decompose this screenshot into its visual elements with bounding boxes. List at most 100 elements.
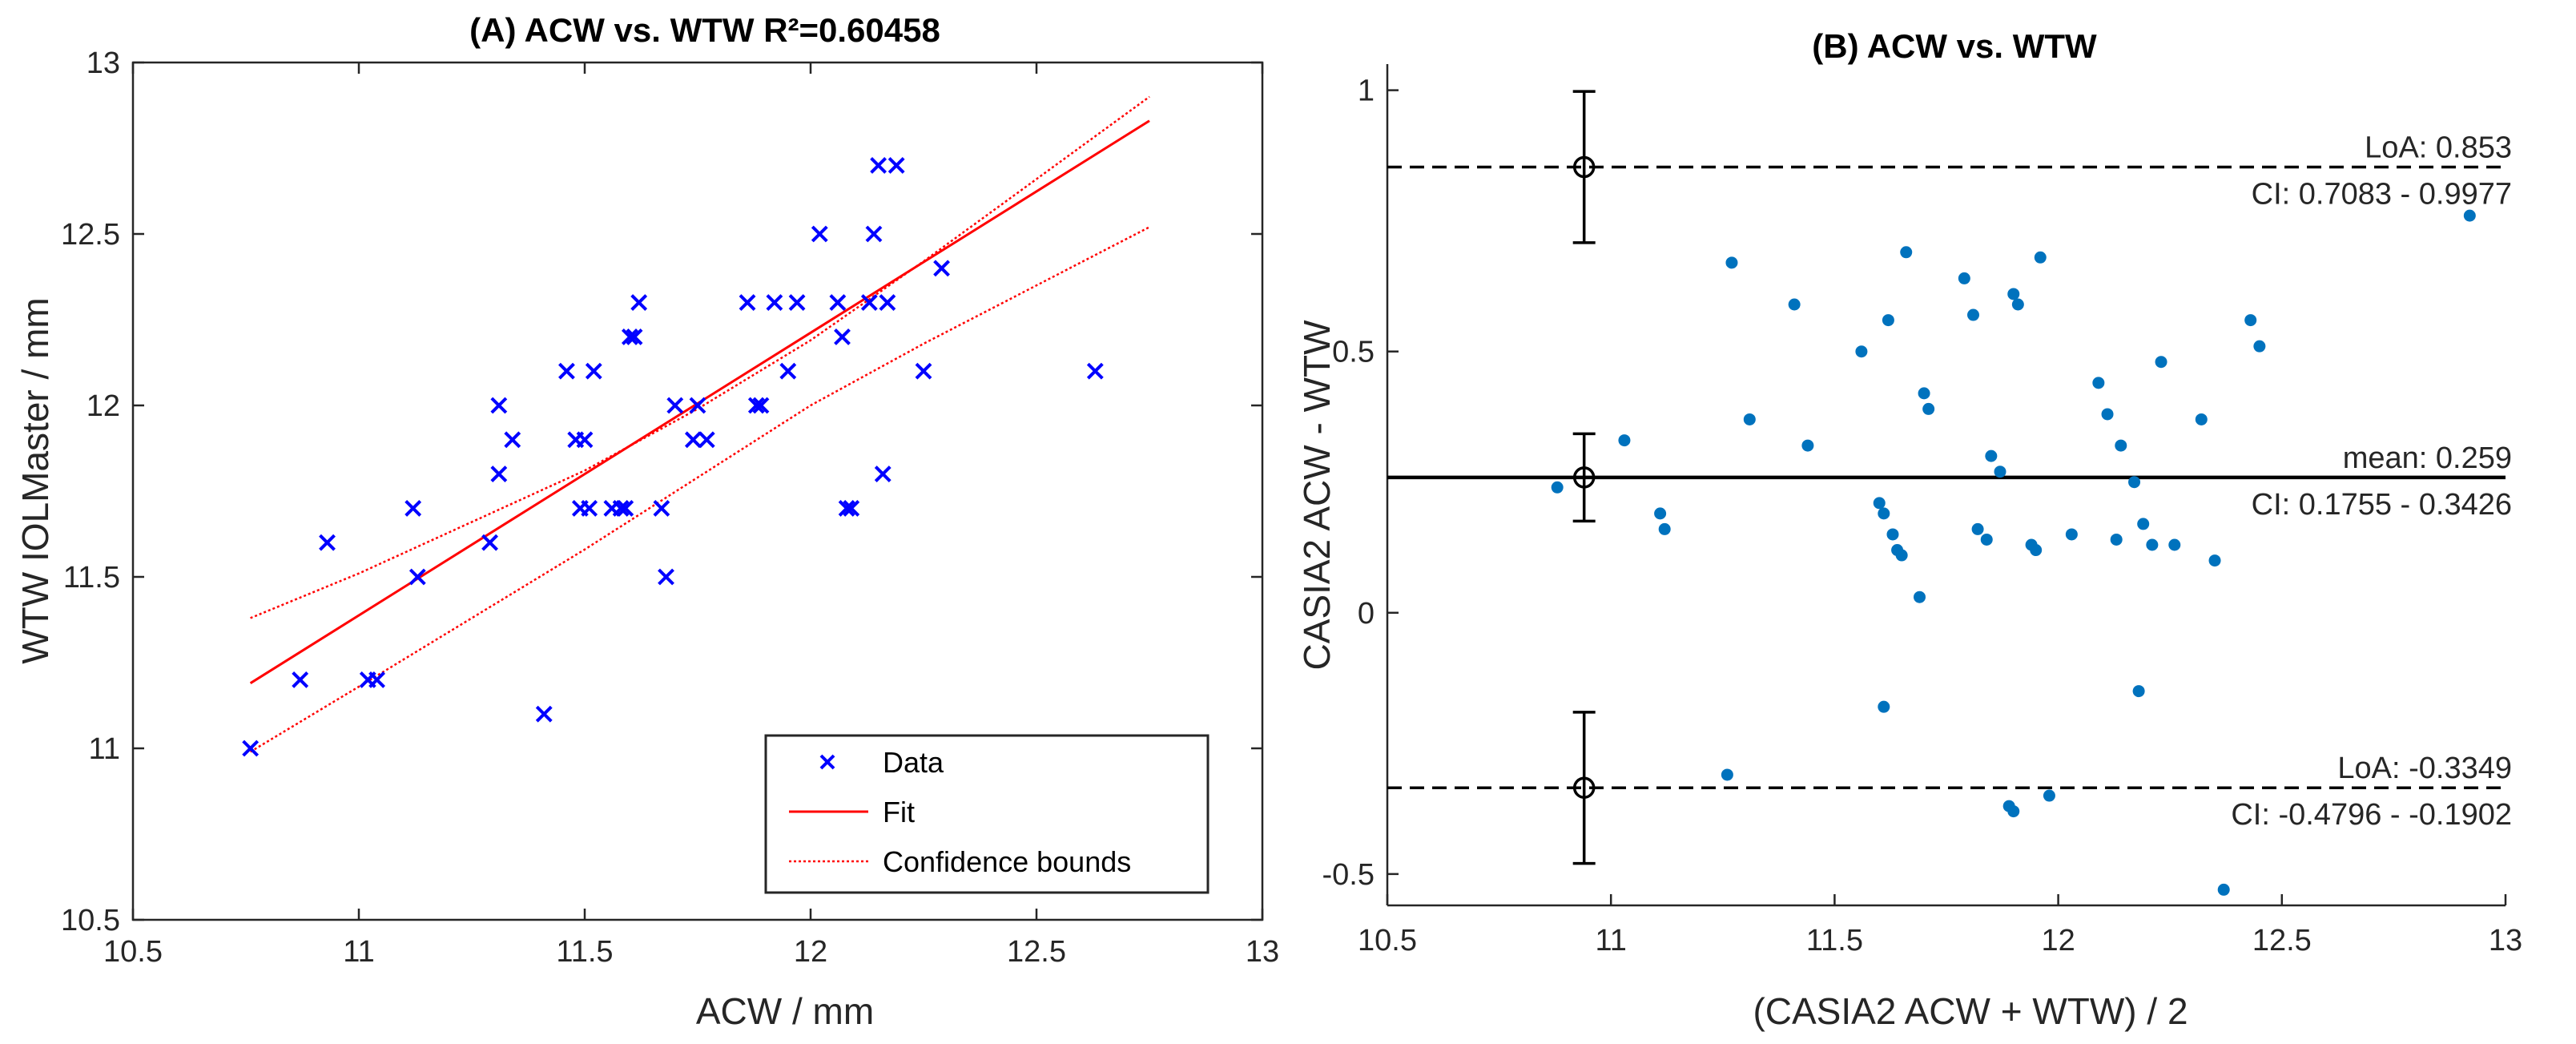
reference-line-ci-label: CI: -0.4796 - -0.1902 <box>2231 798 2512 832</box>
y-tick-label-a: 11.5 <box>63 561 120 595</box>
x-tick-label-a: 12 <box>794 935 827 969</box>
y-tick-label-b: 1 <box>1358 75 1375 108</box>
confidence-bound-upper <box>250 95 1150 619</box>
data-point <box>1895 549 1908 562</box>
data-point-stroke <box>689 397 706 414</box>
data-point-stroke <box>915 362 932 380</box>
data-point <box>1878 700 1890 713</box>
data-point <box>666 397 684 414</box>
data-point <box>658 568 674 586</box>
y-axis-label-a: WTW IOLMaster / mm <box>14 297 56 663</box>
y-tick-label-a: 13 <box>87 46 120 80</box>
data-point <box>2208 554 2221 567</box>
x-axis-label-b: (CASIA2 ACW + WTW) / 2 <box>1753 990 2188 1032</box>
data-point <box>1922 402 1935 415</box>
reference-line-label: LoA: -0.3349 <box>2337 752 2512 785</box>
data-point <box>915 362 932 380</box>
data-point <box>1886 528 1899 541</box>
data-point-stroke <box>658 568 674 586</box>
y-tick-label-a: 11 <box>89 732 120 766</box>
data-point <box>2244 314 2257 327</box>
data-point <box>535 705 553 723</box>
data-point <box>490 397 508 414</box>
confidence-bound-lower <box>249 226 1150 753</box>
data-point-stroke <box>666 397 684 414</box>
data-point <box>1725 256 1738 269</box>
data-point <box>1980 533 1993 546</box>
x-tick-label-a: 11 <box>343 935 374 969</box>
data-point <box>874 466 892 483</box>
reference-line-label: LoA: 0.853 <box>2365 131 2512 164</box>
data-point <box>865 225 883 243</box>
data-point-stroke <box>739 294 756 312</box>
data-point <box>405 499 422 517</box>
legend: Data Fit Confidence bounds <box>764 734 1210 894</box>
data-point <box>684 431 702 449</box>
data-point <box>870 156 888 174</box>
y-tick-label-a: 12.5 <box>61 218 120 252</box>
data-point <box>2011 298 2024 311</box>
data-point <box>409 568 426 586</box>
data-point-stroke <box>865 225 883 243</box>
data-point-stroke <box>870 156 888 174</box>
data-point-stroke <box>779 362 797 380</box>
chart-title-b: (B) ACW vs. WTW <box>1812 27 2097 65</box>
y-tick-label-a: 10.5 <box>61 904 120 937</box>
data-point <box>2168 538 2181 551</box>
data-point <box>1967 308 1980 321</box>
x-tick-label-a: 12.5 <box>1007 935 1066 969</box>
data-point <box>617 499 634 517</box>
data-point <box>843 499 860 517</box>
x-tick-label-b: 12.5 <box>2252 924 2312 957</box>
y-tick-label-b: 0 <box>1358 597 1375 631</box>
data-point <box>747 397 765 414</box>
data-point <box>1618 434 1631 447</box>
data-point <box>2030 544 2043 557</box>
data-point-stroke <box>811 225 828 243</box>
data-point <box>2043 789 2055 802</box>
x-tick-label-b: 12 <box>2041 924 2075 957</box>
data-point <box>490 466 508 483</box>
legend-box <box>764 734 1210 894</box>
data-point <box>1913 591 1926 603</box>
data-point <box>2155 356 2167 369</box>
data-point <box>2101 408 2114 421</box>
y-tick-label-a: 12 <box>87 389 120 423</box>
data-point <box>2007 288 2020 300</box>
data-point <box>1882 314 1894 327</box>
data-point <box>2065 528 2078 541</box>
data-point <box>1801 439 1814 452</box>
data-point-stroke <box>630 294 648 312</box>
legend-label-fit: Fit <box>883 796 915 828</box>
data-point <box>242 740 260 757</box>
data-point-stroke <box>242 740 260 757</box>
data-point <box>766 294 783 312</box>
data-point <box>1658 522 1671 535</box>
data-point <box>2137 518 2150 530</box>
data-point <box>1900 246 1913 259</box>
data-point <box>1551 481 1564 494</box>
data-point <box>1971 522 1984 535</box>
data-point-stroke <box>843 499 860 517</box>
data-point-stroke <box>874 466 892 483</box>
data-point <box>2115 439 2127 452</box>
data-point-stroke <box>481 534 498 551</box>
data-point <box>1788 298 1801 311</box>
data-point <box>1873 497 1886 510</box>
data-point <box>2463 209 2476 222</box>
data-point <box>879 294 896 312</box>
data-point-stroke <box>409 568 426 586</box>
data-point <box>2110 533 2123 546</box>
data-point-stroke <box>766 294 783 312</box>
data-point <box>698 431 715 449</box>
plot-area-b: 10.5 11 11.5 12 12.5 13 -0.5 0 0.5 1 LoA: 0.853 CI:… <box>1322 64 2522 957</box>
data-point-stroke <box>829 294 847 312</box>
data-point-stroke <box>621 328 638 345</box>
y-tick-label-b: -0.5 <box>1322 858 1375 892</box>
data-point <box>1985 449 1998 462</box>
data-point <box>558 362 575 380</box>
data-point-stroke <box>319 534 336 551</box>
legend-label-bounds: Confidence bounds <box>883 845 1131 878</box>
ci-estimate-marker <box>1572 155 1596 179</box>
data-point <box>504 431 521 449</box>
